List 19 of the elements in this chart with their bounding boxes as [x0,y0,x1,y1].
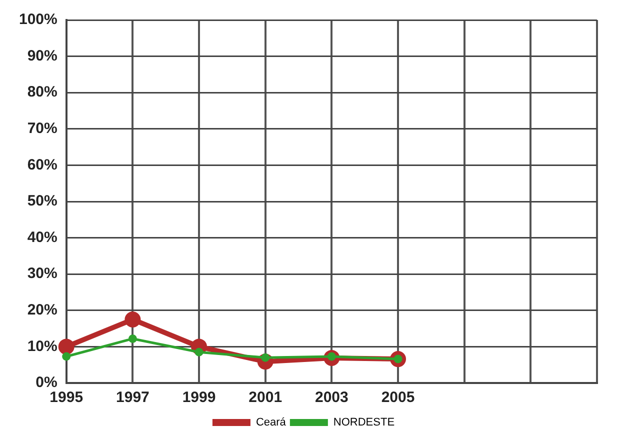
y-tick-label: 60% [27,156,58,174]
y-tick-label: 90% [27,47,58,64]
y-tick-label: 50% [27,192,58,210]
x-tick-label: 2003 [314,389,348,406]
legend-label: Ceará [256,416,287,429]
y-tick-label: 70% [27,120,58,138]
legend-label: NORDESTE [333,416,395,429]
x-tick-label: 2005 [381,389,415,406]
x-tick-label: 1995 [50,389,84,406]
y-tick-label: 20% [27,302,58,319]
x-tick-label: 1999 [182,389,216,406]
y-tick-label: 30% [27,265,58,282]
y-tick-label: 0% [36,374,58,392]
x-tick-label: 2001 [248,389,282,406]
y-tick-label: 80% [27,84,58,101]
y-tick-label: 40% [27,228,58,246]
x-tick-label: 1997 [116,389,150,406]
y-tick-label: 100% [18,11,58,28]
y-tick-label: 10% [27,338,58,355]
